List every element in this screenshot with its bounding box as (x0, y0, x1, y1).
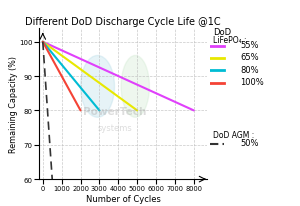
Text: 65%: 65% (240, 53, 259, 62)
Text: DoD AGM :: DoD AGM : (213, 131, 254, 140)
Text: PowerTech: PowerTech (83, 107, 146, 117)
Text: 100%: 100% (240, 78, 264, 87)
Y-axis label: Remaining Capacity (%): Remaining Capacity (%) (9, 56, 18, 152)
Text: systems: systems (97, 124, 132, 133)
Ellipse shape (80, 56, 115, 118)
X-axis label: Number of Cycles: Number of Cycles (85, 194, 160, 203)
Text: 50%: 50% (240, 139, 259, 148)
Ellipse shape (121, 56, 149, 118)
Text: LiFePO₄ :: LiFePO₄ : (213, 36, 247, 45)
Title: Different DoD Discharge Cycle Life @1C: Different DoD Discharge Cycle Life @1C (25, 17, 221, 27)
Text: 55%: 55% (240, 41, 259, 50)
Text: DoD: DoD (213, 28, 231, 37)
Text: 80%: 80% (240, 66, 259, 75)
